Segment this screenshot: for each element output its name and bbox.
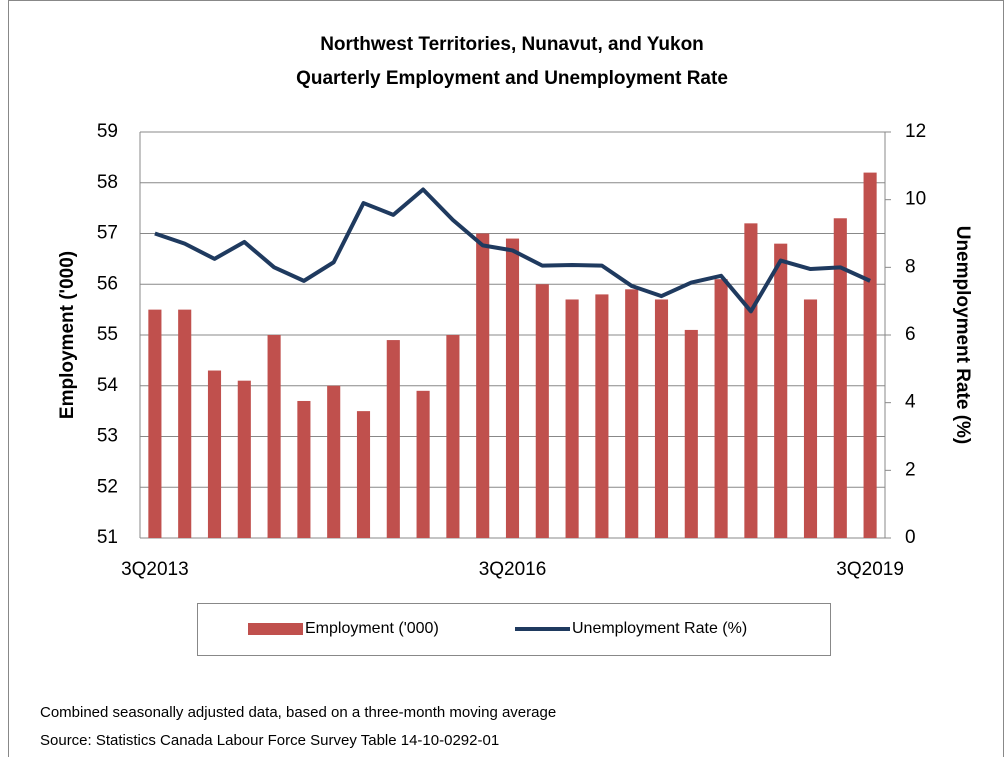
bar — [863, 172, 877, 538]
bar — [446, 335, 460, 538]
line — [154, 187, 871, 314]
x-tick-label: 3Q2013 — [121, 559, 189, 580]
legend-box — [197, 603, 831, 656]
bar — [625, 289, 639, 538]
bar — [565, 299, 579, 538]
y-axis-title: Employment ('000) — [57, 251, 78, 419]
y2-tick-label: 2 — [905, 459, 916, 480]
bar — [684, 329, 698, 538]
y-tick-label: 58 — [97, 172, 118, 193]
legend-swatch — [248, 623, 303, 635]
y2-tick-label: 4 — [905, 392, 916, 413]
y-tick-label: 52 — [97, 476, 118, 497]
y2-tick-label: 12 — [905, 121, 926, 142]
bar — [535, 284, 549, 538]
bar — [416, 390, 430, 538]
y2-tick-label: 8 — [905, 256, 916, 277]
note: Source: Statistics Canada Labour Force S… — [40, 732, 499, 749]
y2-tick-label: 0 — [905, 527, 916, 548]
bar — [476, 233, 490, 538]
y-tick-label: 53 — [97, 426, 118, 447]
bar — [505, 238, 520, 538]
bar — [178, 309, 192, 538]
bar — [833, 218, 847, 538]
bar — [297, 400, 311, 538]
bar — [237, 380, 251, 538]
bar — [654, 299, 669, 538]
legend-label: Employment ('000) — [305, 620, 439, 637]
note: Combined seasonally adjusted data, based… — [40, 704, 556, 721]
y-tick-label: 55 — [97, 324, 118, 345]
bar — [267, 335, 281, 538]
bar — [803, 299, 818, 538]
bar — [207, 370, 222, 538]
x-tick-label: 3Q2019 — [836, 559, 904, 580]
y-tick-label: 51 — [97, 527, 118, 548]
y-tick-label: 56 — [97, 273, 118, 294]
bar — [356, 411, 371, 538]
bar — [595, 294, 609, 538]
y2-tick-label: 6 — [905, 324, 916, 345]
bar — [327, 385, 341, 538]
legend-label: Unemployment Rate (%) — [572, 620, 747, 637]
chart-title: Northwest Territories, Nunavut, and Yuko… — [320, 34, 704, 55]
y2-tick-label: 10 — [905, 189, 926, 210]
chart-frame — [8, 0, 1004, 757]
x-tick-label: 3Q2016 — [479, 559, 547, 580]
bar — [714, 279, 728, 538]
y-tick-label: 57 — [97, 223, 118, 244]
bar — [386, 340, 400, 538]
y-tick-label: 54 — [97, 375, 119, 396]
bar — [774, 243, 788, 538]
y-tick-label: 59 — [97, 121, 118, 142]
chart-subtitle: Quarterly Employment and Unemployment Ra… — [296, 68, 728, 89]
bar — [744, 223, 758, 538]
y2-axis-title: Unemployment Rate (%) — [952, 226, 973, 445]
bar — [148, 309, 162, 538]
